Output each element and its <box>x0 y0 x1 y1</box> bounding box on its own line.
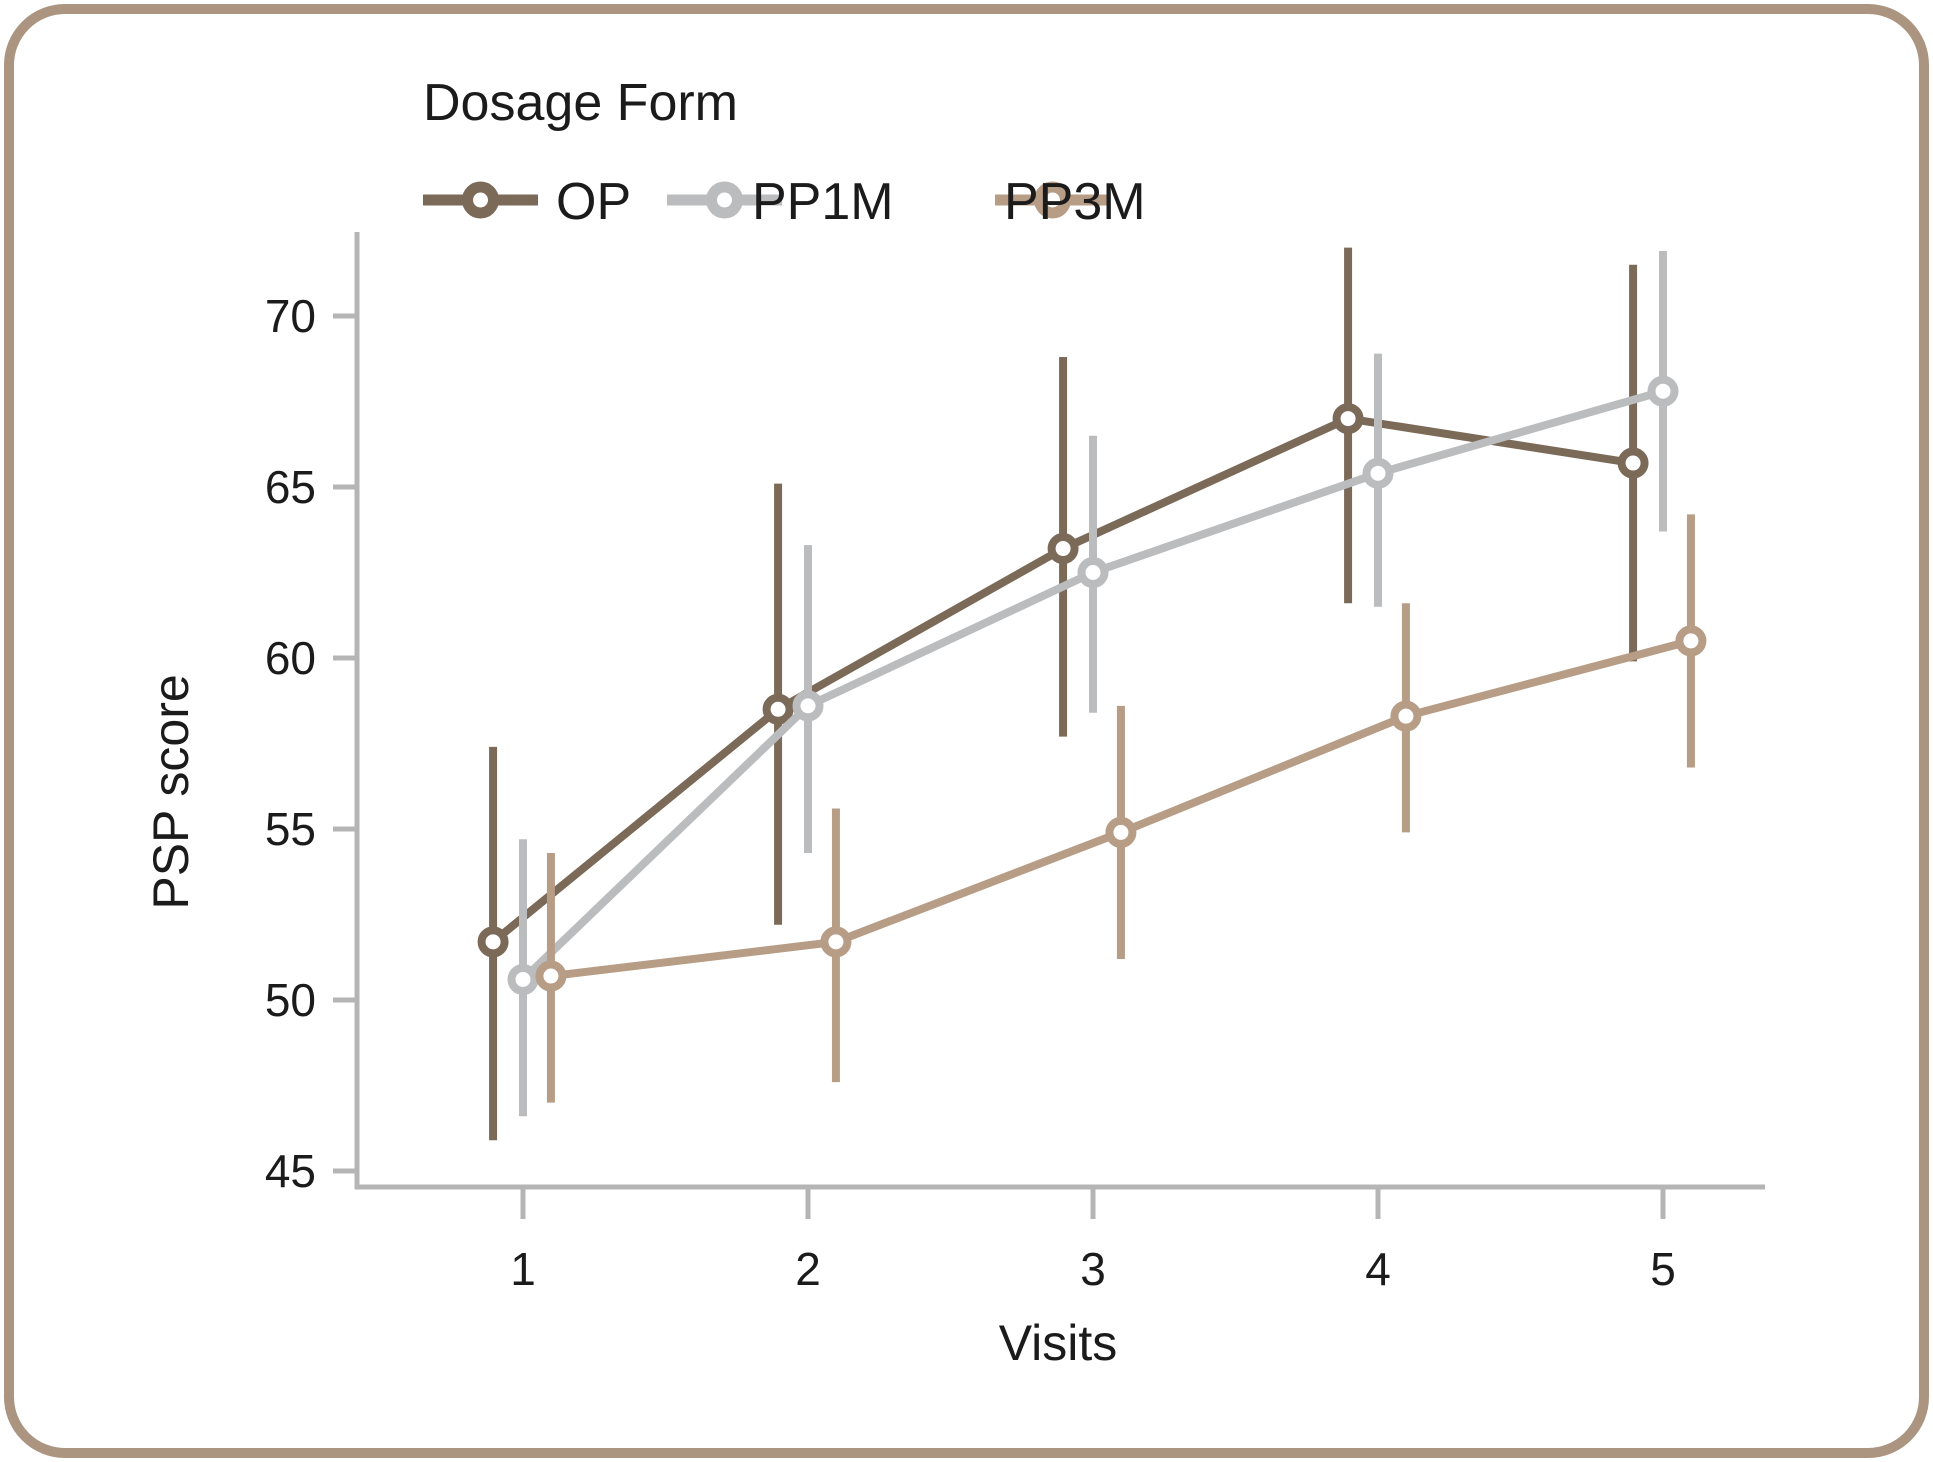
series-pp1m <box>507 251 1679 1117</box>
legend-title: Dosage Form <box>423 74 738 132</box>
legend-item-label: PP1M <box>752 173 894 231</box>
x-axis-title: Visits <box>999 1315 1118 1371</box>
x-tick-label: 1 <box>510 1243 536 1295</box>
legend-marker-circle <box>1034 181 1071 219</box>
legend-item-label: OP <box>556 173 631 231</box>
series-layer <box>477 247 1707 1141</box>
data-point-pp3m <box>1390 700 1422 732</box>
data-point-op <box>1617 447 1649 479</box>
data-point-pp1m <box>1077 557 1109 588</box>
data-point-op <box>762 693 794 725</box>
series-op <box>477 247 1649 1141</box>
series-pp3m <box>535 514 1707 1103</box>
data-point-pp1m <box>507 963 539 995</box>
data-point-pp3m <box>535 960 567 992</box>
data-point-pp3m <box>820 926 852 958</box>
x-axis-ticks: 1 2 3 4 5 <box>510 1189 1676 1295</box>
data-point-op <box>1047 533 1079 565</box>
y-axis-title: PSP score <box>143 674 199 909</box>
data-point-pp1m <box>792 690 824 722</box>
data-point-pp3m <box>1105 816 1137 848</box>
y-tick-label: 50 <box>265 974 316 1026</box>
y-tick-label: 70 <box>265 290 316 342</box>
panel-border <box>4 4 1929 1458</box>
x-tick-label: 3 <box>1080 1243 1106 1295</box>
legend-item-pp3m: PP3M <box>995 173 1146 231</box>
x-tick-label: 5 <box>1650 1243 1676 1295</box>
data-point-op <box>1332 403 1364 435</box>
y-tick-label: 55 <box>265 803 316 855</box>
y-tick-label: 65 <box>265 461 316 513</box>
legend-item-pp1m: PP1M <box>667 173 894 231</box>
data-point-pp1m <box>1647 375 1679 407</box>
x-tick-label: 4 <box>1365 1243 1391 1295</box>
y-axis-ticks: 45 50 55 60 65 70 <box>265 290 357 1197</box>
legend-item-label: PP3M <box>1004 173 1146 231</box>
y-tick-label: 45 <box>265 1145 316 1197</box>
x-tick-label: 2 <box>795 1243 821 1295</box>
data-point-pp1m <box>1362 457 1394 489</box>
legend: Dosage Form OP PP1M PP3M <box>423 74 1146 231</box>
legend-items: OP PP1M PP3M <box>423 173 1146 231</box>
data-point-pp3m <box>1675 625 1707 657</box>
data-point-op <box>477 926 509 958</box>
legend-marker-circle <box>462 181 499 219</box>
y-tick-label: 60 <box>265 632 316 684</box>
legend-item-op: OP <box>423 173 631 231</box>
legend-marker-circle <box>706 181 743 219</box>
